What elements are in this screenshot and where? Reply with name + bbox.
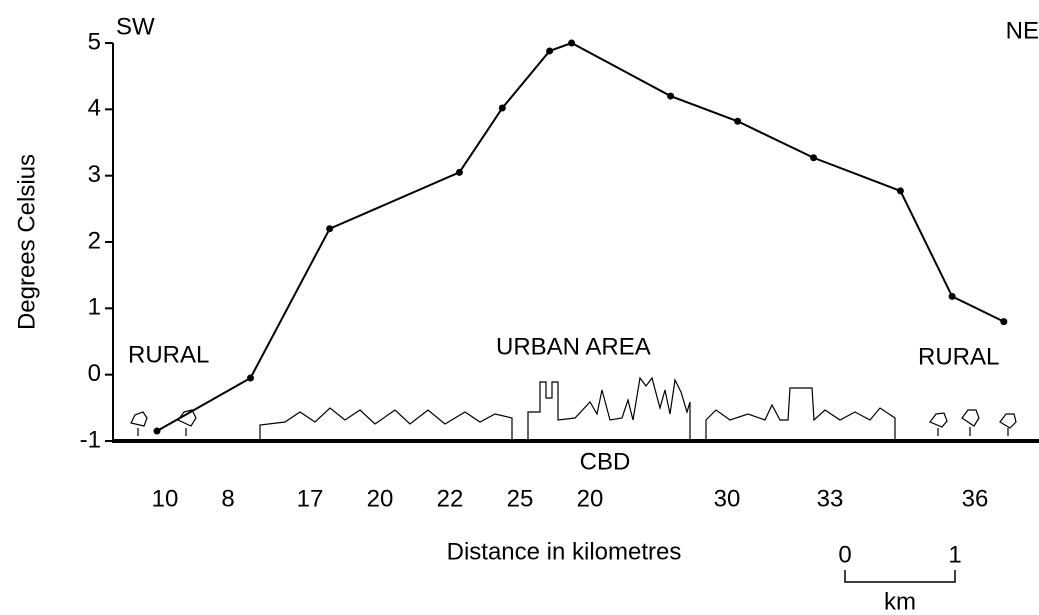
y-tick-label: 3: [88, 161, 101, 188]
annotation: CBD: [580, 448, 631, 475]
trees: [130, 409, 1017, 436]
point: [810, 154, 818, 162]
x-label: 20: [577, 485, 604, 512]
scale-start: 0: [838, 541, 851, 568]
point: [734, 117, 742, 125]
line: [156, 41, 1005, 432]
x-label: 36: [962, 485, 989, 512]
y-tick-label: 2: [88, 227, 101, 254]
x-label: 10: [152, 485, 179, 512]
annotation: RURAL: [128, 341, 209, 368]
annotation: RURAL: [918, 343, 999, 370]
y-tick-label: 5: [88, 28, 101, 55]
x-label: 20: [367, 485, 394, 512]
x-label: 33: [817, 485, 844, 512]
point: [326, 225, 334, 233]
x-label: 30: [714, 485, 741, 512]
y-tick-label: 0: [88, 360, 101, 387]
y-tick-label: -1: [80, 426, 101, 453]
point: [153, 427, 161, 435]
x-label: 22: [437, 485, 464, 512]
point: [455, 168, 463, 176]
buildings: [527, 376, 691, 439]
scale-unit: km: [884, 588, 916, 615]
scale-bar: [844, 570, 956, 583]
x-label: 8: [221, 485, 234, 512]
direction-right: NE: [1006, 17, 1039, 44]
y-tick-label: 1: [88, 294, 101, 321]
buildings: [259, 407, 513, 439]
point: [246, 374, 254, 382]
point: [498, 104, 506, 112]
x-label: 25: [507, 485, 534, 512]
scale-end: 1: [948, 541, 961, 568]
point: [667, 92, 675, 100]
point: [896, 187, 904, 195]
annotation: URBAN AREA: [496, 333, 651, 360]
point: [568, 39, 576, 47]
x-label: 17: [297, 485, 324, 512]
point: [1000, 318, 1008, 326]
direction-left: SW: [116, 13, 155, 40]
buildings: [705, 387, 896, 439]
y-axis-label: Degrees Celsius: [13, 154, 40, 330]
y-tick-label: 4: [88, 95, 101, 122]
point: [948, 292, 956, 300]
point: [546, 47, 554, 55]
x-axis-label: Distance in kilometres: [447, 538, 682, 565]
